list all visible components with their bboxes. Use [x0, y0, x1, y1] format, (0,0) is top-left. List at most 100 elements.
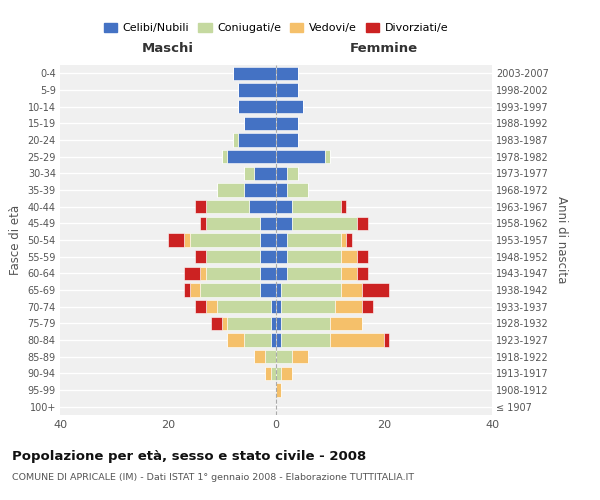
Bar	[276, 166, 287, 180]
Bar	[276, 116, 298, 130]
Bar	[244, 166, 254, 180]
Bar	[276, 184, 287, 196]
Bar	[206, 250, 260, 264]
Bar	[292, 350, 308, 364]
Bar	[206, 266, 260, 280]
Bar	[276, 300, 281, 314]
Bar	[271, 366, 276, 380]
Bar	[200, 216, 206, 230]
Bar	[195, 250, 206, 264]
Bar	[362, 300, 373, 314]
Bar	[184, 284, 190, 296]
Bar	[260, 250, 276, 264]
Bar	[276, 284, 281, 296]
Bar	[184, 266, 200, 280]
Bar	[233, 134, 238, 146]
Bar	[362, 284, 389, 296]
Bar	[341, 234, 346, 246]
Bar	[238, 84, 276, 96]
Bar	[244, 184, 276, 196]
Bar	[276, 66, 298, 80]
Bar	[227, 334, 244, 346]
Bar	[206, 216, 260, 230]
Bar	[281, 366, 292, 380]
Bar	[249, 200, 276, 213]
Bar	[287, 266, 341, 280]
Bar	[276, 366, 281, 380]
Bar	[276, 84, 298, 96]
Bar	[260, 234, 276, 246]
Bar	[200, 284, 260, 296]
Bar	[276, 200, 292, 213]
Y-axis label: Anni di nascita: Anni di nascita	[554, 196, 568, 284]
Bar	[211, 316, 222, 330]
Text: Maschi: Maschi	[142, 42, 194, 55]
Bar	[281, 316, 330, 330]
Bar	[190, 234, 260, 246]
Bar	[292, 200, 341, 213]
Bar	[281, 300, 335, 314]
Bar	[276, 150, 325, 164]
Bar	[222, 150, 227, 164]
Bar	[287, 250, 341, 264]
Bar	[254, 350, 265, 364]
Bar	[206, 200, 249, 213]
Bar	[357, 250, 368, 264]
Bar	[168, 234, 184, 246]
Bar	[260, 284, 276, 296]
Bar	[184, 234, 190, 246]
Bar	[281, 334, 330, 346]
Bar	[276, 216, 292, 230]
Bar	[325, 150, 330, 164]
Bar	[341, 200, 346, 213]
Bar	[357, 216, 368, 230]
Bar	[276, 350, 292, 364]
Bar	[276, 316, 281, 330]
Bar	[292, 216, 357, 230]
Bar	[276, 266, 287, 280]
Bar	[222, 316, 227, 330]
Bar	[341, 266, 357, 280]
Bar	[206, 300, 217, 314]
Bar	[384, 334, 389, 346]
Bar	[276, 384, 281, 396]
Bar	[227, 150, 276, 164]
Text: Femmine: Femmine	[350, 42, 418, 55]
Bar	[287, 184, 308, 196]
Bar	[346, 234, 352, 246]
Bar	[244, 334, 271, 346]
Bar	[335, 300, 362, 314]
Bar	[217, 184, 244, 196]
Bar	[244, 116, 276, 130]
Bar	[195, 300, 206, 314]
Bar	[287, 166, 298, 180]
Legend: Celibi/Nubili, Coniugati/e, Vedovi/e, Divorziati/e: Celibi/Nubili, Coniugati/e, Vedovi/e, Di…	[100, 18, 452, 38]
Bar	[190, 284, 200, 296]
Text: Popolazione per età, sesso e stato civile - 2008: Popolazione per età, sesso e stato civil…	[12, 450, 366, 463]
Bar	[341, 284, 362, 296]
Bar	[276, 100, 303, 114]
Bar	[233, 66, 276, 80]
Bar	[357, 266, 368, 280]
Bar	[260, 216, 276, 230]
Bar	[217, 300, 271, 314]
Bar	[271, 316, 276, 330]
Bar	[238, 100, 276, 114]
Bar	[276, 234, 287, 246]
Bar	[330, 334, 384, 346]
Text: COMUNE DI APRICALE (IM) - Dati ISTAT 1° gennaio 2008 - Elaborazione TUTTITALIA.I: COMUNE DI APRICALE (IM) - Dati ISTAT 1° …	[12, 472, 414, 482]
Bar	[271, 300, 276, 314]
Bar	[227, 316, 271, 330]
Bar	[276, 134, 298, 146]
Bar	[265, 366, 271, 380]
Bar	[254, 166, 276, 180]
Y-axis label: Fasce di età: Fasce di età	[9, 205, 22, 275]
Bar	[330, 316, 362, 330]
Bar	[341, 250, 357, 264]
Bar	[238, 134, 276, 146]
Bar	[281, 284, 341, 296]
Bar	[265, 350, 276, 364]
Bar	[276, 334, 281, 346]
Bar	[271, 334, 276, 346]
Bar	[276, 250, 287, 264]
